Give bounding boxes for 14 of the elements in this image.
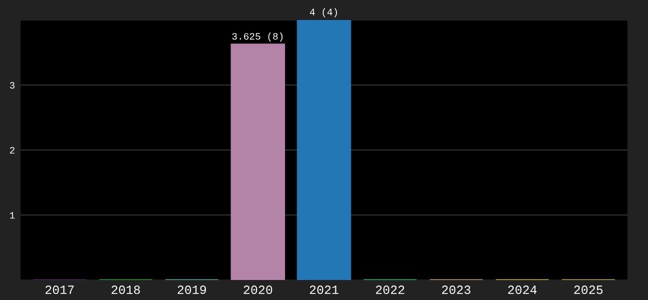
x-tick-label: 2019 — [178, 286, 206, 294]
x-tick-label: 2023 — [442, 286, 470, 294]
x-tick-label: 2017 — [46, 286, 74, 294]
x-tick-label: 2021 — [310, 286, 338, 294]
x-tick-label: 2022 — [376, 286, 404, 294]
y-tick-label: 3 — [10, 82, 15, 89]
data-label: 3.625 (8) — [232, 32, 283, 42]
x-tick-label: 2020 — [244, 286, 272, 294]
x-tick-label: 2018 — [112, 286, 140, 294]
x-tick-label: 2025 — [574, 286, 603, 294]
y-tick-label: 2 — [10, 147, 14, 154]
data-label: 4 (4) — [310, 8, 337, 18]
x-tick-label: 2024 — [508, 286, 537, 294]
y-tick-label: 1 — [10, 212, 15, 219]
